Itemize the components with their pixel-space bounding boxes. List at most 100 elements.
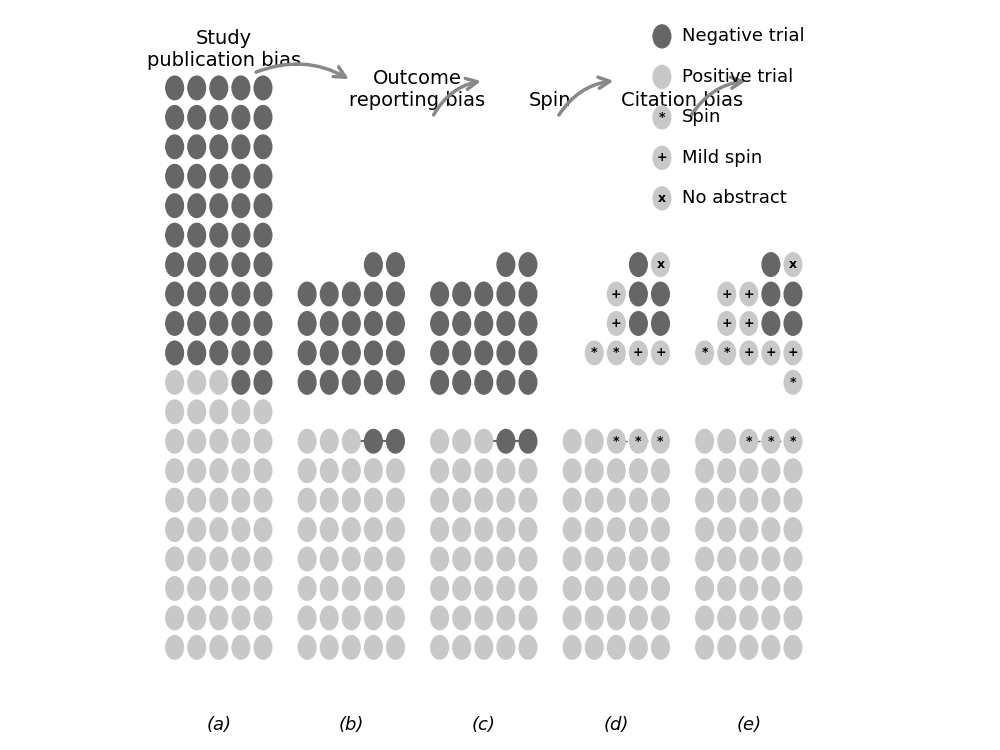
Ellipse shape bbox=[453, 548, 471, 571]
Ellipse shape bbox=[210, 253, 228, 276]
Ellipse shape bbox=[453, 606, 471, 630]
Ellipse shape bbox=[718, 459, 736, 482]
Ellipse shape bbox=[519, 577, 537, 600]
Text: (e): (e) bbox=[736, 716, 761, 734]
Ellipse shape bbox=[320, 548, 338, 571]
Text: *: * bbox=[613, 346, 620, 359]
Ellipse shape bbox=[762, 312, 780, 335]
Ellipse shape bbox=[453, 488, 471, 512]
Ellipse shape bbox=[188, 312, 206, 335]
Ellipse shape bbox=[365, 341, 382, 364]
Ellipse shape bbox=[652, 606, 669, 630]
Ellipse shape bbox=[166, 488, 183, 512]
Ellipse shape bbox=[453, 518, 471, 542]
Ellipse shape bbox=[630, 518, 647, 542]
Ellipse shape bbox=[497, 635, 515, 659]
Text: +: + bbox=[743, 287, 754, 301]
Ellipse shape bbox=[365, 488, 382, 512]
Ellipse shape bbox=[519, 430, 537, 453]
Ellipse shape bbox=[653, 106, 671, 129]
Ellipse shape bbox=[166, 312, 183, 335]
Ellipse shape bbox=[232, 488, 250, 512]
Text: Positive trial: Positive trial bbox=[682, 68, 793, 86]
Ellipse shape bbox=[453, 635, 471, 659]
Ellipse shape bbox=[210, 341, 228, 364]
Ellipse shape bbox=[166, 548, 183, 571]
Ellipse shape bbox=[210, 224, 228, 247]
Ellipse shape bbox=[298, 459, 316, 482]
Ellipse shape bbox=[563, 459, 581, 482]
Ellipse shape bbox=[254, 135, 272, 158]
Ellipse shape bbox=[298, 518, 316, 542]
Ellipse shape bbox=[563, 430, 581, 453]
Ellipse shape bbox=[784, 518, 802, 542]
Ellipse shape bbox=[475, 577, 493, 600]
Ellipse shape bbox=[607, 606, 625, 630]
Ellipse shape bbox=[166, 459, 183, 482]
Text: Study
publication bias: Study publication bias bbox=[147, 29, 301, 70]
Ellipse shape bbox=[652, 635, 669, 659]
Text: *: * bbox=[790, 435, 796, 448]
Ellipse shape bbox=[475, 548, 493, 571]
Ellipse shape bbox=[210, 106, 228, 129]
Ellipse shape bbox=[497, 341, 515, 364]
Ellipse shape bbox=[387, 548, 404, 571]
Ellipse shape bbox=[696, 341, 713, 364]
Ellipse shape bbox=[254, 577, 272, 600]
Ellipse shape bbox=[166, 224, 183, 247]
Text: (b): (b) bbox=[339, 716, 364, 734]
Ellipse shape bbox=[210, 488, 228, 512]
Ellipse shape bbox=[365, 459, 382, 482]
Ellipse shape bbox=[188, 606, 206, 630]
Ellipse shape bbox=[166, 430, 183, 453]
Ellipse shape bbox=[387, 606, 404, 630]
Ellipse shape bbox=[342, 312, 360, 335]
Ellipse shape bbox=[298, 370, 316, 394]
Ellipse shape bbox=[232, 459, 250, 482]
Ellipse shape bbox=[652, 341, 669, 364]
Ellipse shape bbox=[784, 606, 802, 630]
Ellipse shape bbox=[232, 106, 250, 129]
Ellipse shape bbox=[497, 577, 515, 600]
Ellipse shape bbox=[696, 459, 713, 482]
Ellipse shape bbox=[342, 430, 360, 453]
Ellipse shape bbox=[254, 224, 272, 247]
Ellipse shape bbox=[585, 548, 603, 571]
Ellipse shape bbox=[607, 548, 625, 571]
Ellipse shape bbox=[166, 135, 183, 158]
Text: +: + bbox=[766, 346, 776, 359]
Ellipse shape bbox=[740, 430, 758, 453]
Ellipse shape bbox=[607, 459, 625, 482]
Ellipse shape bbox=[210, 135, 228, 158]
Ellipse shape bbox=[607, 577, 625, 600]
Ellipse shape bbox=[718, 430, 736, 453]
Text: *: * bbox=[613, 435, 620, 448]
Ellipse shape bbox=[652, 312, 669, 335]
Ellipse shape bbox=[342, 341, 360, 364]
Ellipse shape bbox=[497, 253, 515, 276]
Ellipse shape bbox=[497, 606, 515, 630]
Ellipse shape bbox=[630, 577, 647, 600]
Ellipse shape bbox=[718, 548, 736, 571]
Ellipse shape bbox=[232, 76, 250, 100]
Ellipse shape bbox=[210, 370, 228, 394]
Ellipse shape bbox=[497, 282, 515, 306]
Ellipse shape bbox=[696, 518, 713, 542]
Ellipse shape bbox=[740, 548, 758, 571]
Ellipse shape bbox=[630, 312, 647, 335]
Ellipse shape bbox=[210, 430, 228, 453]
Ellipse shape bbox=[232, 370, 250, 394]
Ellipse shape bbox=[784, 253, 802, 276]
Ellipse shape bbox=[519, 488, 537, 512]
Ellipse shape bbox=[166, 518, 183, 542]
Ellipse shape bbox=[497, 370, 515, 394]
Ellipse shape bbox=[254, 488, 272, 512]
Ellipse shape bbox=[653, 187, 671, 210]
Ellipse shape bbox=[630, 282, 647, 306]
Ellipse shape bbox=[254, 430, 272, 453]
Ellipse shape bbox=[232, 577, 250, 600]
Ellipse shape bbox=[365, 635, 382, 659]
Ellipse shape bbox=[762, 577, 780, 600]
Ellipse shape bbox=[718, 312, 736, 335]
Text: Spin: Spin bbox=[529, 91, 571, 110]
